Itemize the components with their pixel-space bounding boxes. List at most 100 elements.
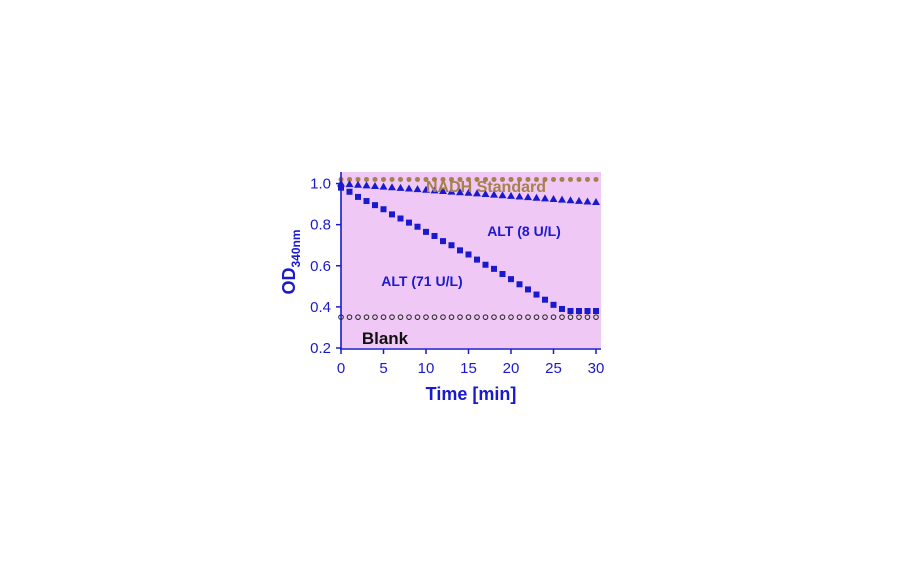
- y-axis-title: OD340nm: [279, 229, 303, 294]
- y-tick-label: 1.0: [310, 176, 331, 193]
- data-point: [474, 314, 480, 320]
- data-point: [508, 276, 514, 283]
- data-point: [583, 197, 592, 205]
- data-point: [355, 193, 361, 200]
- data-point: [448, 242, 455, 249]
- data-point: [585, 176, 590, 182]
- data-point: [362, 181, 371, 189]
- x-axis-title: Time [min]: [426, 384, 517, 404]
- data-point: [491, 176, 497, 182]
- plot-background: [341, 172, 601, 348]
- data-point: [423, 228, 429, 235]
- data-point: [525, 286, 531, 293]
- data-point: [567, 308, 574, 314]
- data-point: [465, 314, 472, 320]
- data-point: [491, 265, 497, 272]
- data-point: [550, 301, 557, 308]
- data-point: [576, 314, 582, 320]
- y-axis-title-main: OD: [279, 268, 299, 295]
- data-point: [457, 176, 463, 182]
- data-point: [516, 314, 523, 320]
- data-point: [440, 176, 446, 182]
- data-point: [567, 314, 574, 320]
- data-point: [474, 256, 480, 263]
- data-point: [372, 314, 378, 320]
- data-point: [481, 190, 490, 198]
- data-point: [379, 182, 388, 190]
- data-point: [414, 223, 421, 230]
- data-point: [414, 314, 421, 320]
- data-point: [346, 188, 353, 195]
- series-1: [337, 179, 600, 206]
- data-point: [541, 194, 549, 202]
- data-point: [388, 183, 396, 191]
- data-point: [559, 314, 565, 320]
- data-point: [389, 211, 395, 218]
- data-point: [550, 314, 557, 320]
- data-point: [413, 185, 422, 193]
- series-0: [338, 176, 599, 182]
- data-point: [575, 196, 583, 204]
- annotation-alt-71: ALT (71 U/L): [381, 273, 462, 289]
- y-tick-label: 0.2: [310, 340, 331, 357]
- annotation-nadh-standard: NADH Standard: [426, 179, 546, 196]
- data-point: [559, 176, 565, 182]
- data-point: [405, 184, 413, 192]
- series-2: [338, 184, 599, 314]
- y-ticks: 0.2 0.4 0.6 0.8 1.0: [310, 176, 341, 357]
- data-point: [372, 202, 378, 209]
- data-point: [466, 176, 471, 182]
- data-point: [533, 291, 540, 298]
- data-point: [524, 193, 532, 201]
- data-point: [482, 261, 489, 268]
- data-point: [515, 192, 524, 200]
- data-point: [347, 176, 352, 182]
- x-ticks: 0 5 10 15 20 25 30: [337, 349, 604, 377]
- data-point: [525, 314, 531, 320]
- y-axis-title-subscript: 340nm: [289, 229, 303, 267]
- data-point: [457, 314, 463, 320]
- data-point: [593, 308, 599, 314]
- x-tick-label: 10: [418, 360, 435, 377]
- data-point: [517, 176, 522, 182]
- data-point: [406, 314, 412, 320]
- data-point: [593, 314, 599, 320]
- data-point: [500, 176, 505, 182]
- data-point: [465, 251, 472, 258]
- data-point: [406, 176, 412, 182]
- data-point: [483, 176, 488, 182]
- data-point: [430, 186, 439, 194]
- x-tick-label: 25: [545, 360, 562, 377]
- data-point: [499, 271, 506, 277]
- data-point: [592, 198, 600, 206]
- y-tick-label: 0.4: [310, 299, 331, 316]
- data-point: [423, 176, 429, 182]
- series-3: [338, 314, 599, 320]
- data-point: [397, 215, 404, 222]
- data-point: [593, 176, 599, 182]
- data-point: [439, 186, 447, 194]
- data-point: [549, 194, 558, 202]
- y-tick-label: 0.6: [310, 258, 331, 275]
- data-point: [534, 176, 539, 182]
- data-point: [508, 314, 514, 320]
- annotation-alt-8: ALT (8 U/L): [487, 223, 561, 239]
- data-point: [584, 314, 591, 320]
- y-tick-label: 0.8: [310, 217, 331, 234]
- data-point: [440, 238, 446, 245]
- data-point: [432, 176, 437, 182]
- data-point: [396, 183, 405, 191]
- data-point: [576, 308, 582, 314]
- data-point: [474, 176, 480, 182]
- data-point: [566, 196, 575, 204]
- data-point: [364, 176, 369, 182]
- data-point: [398, 176, 403, 182]
- data-point: [490, 190, 498, 198]
- data-point: [363, 198, 370, 205]
- data-point: [584, 308, 591, 314]
- data-point: [380, 314, 387, 320]
- data-point: [507, 191, 515, 199]
- data-point: [431, 314, 438, 320]
- data-point: [491, 314, 497, 320]
